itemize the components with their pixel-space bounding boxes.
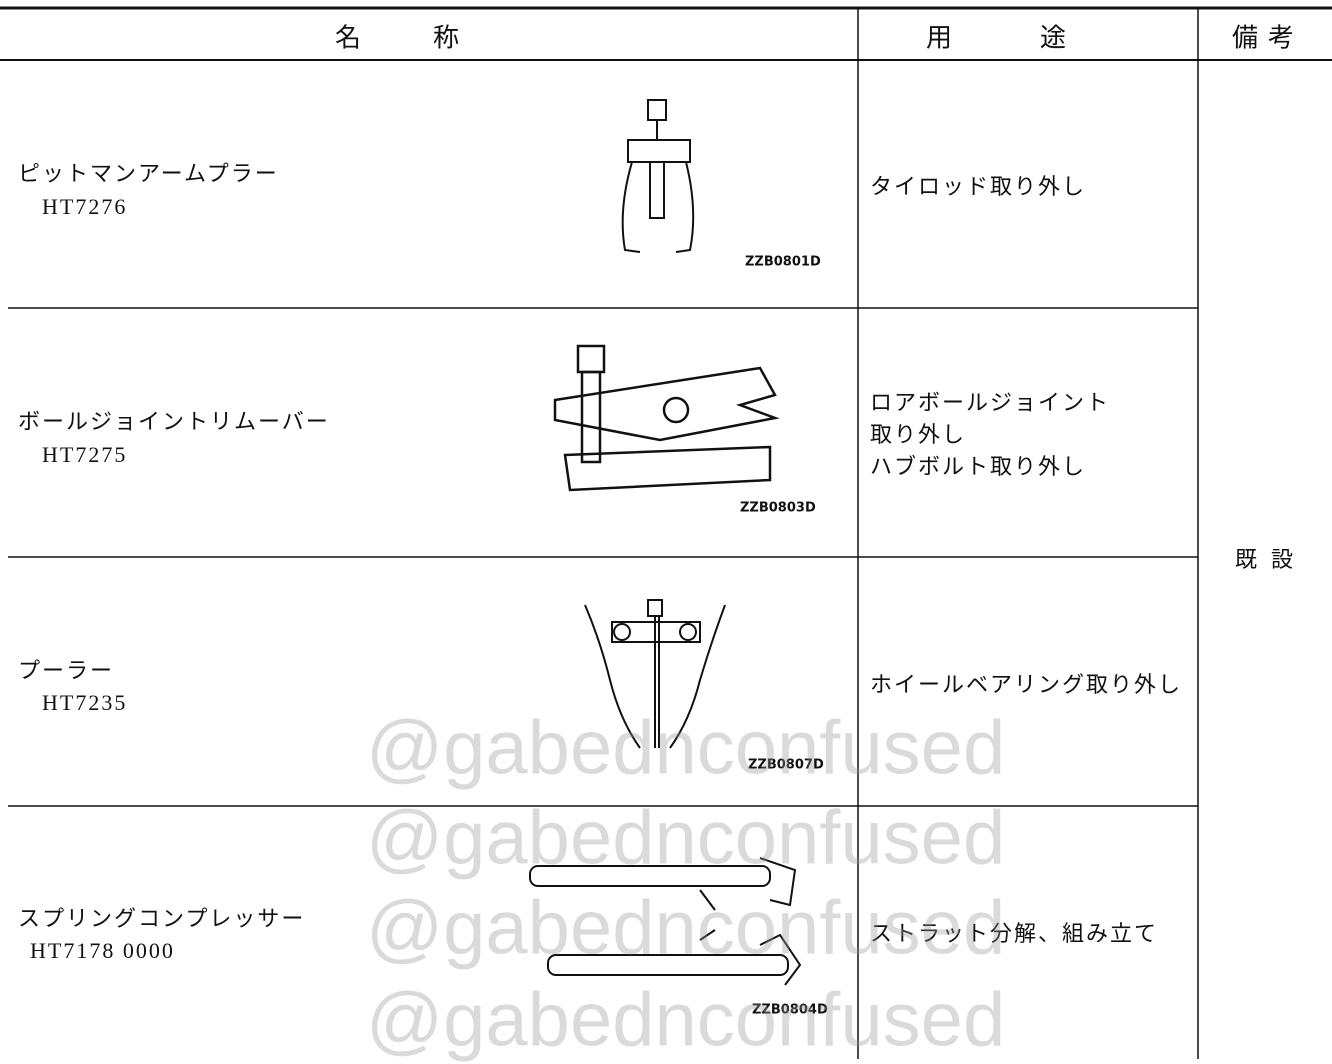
pitman-arm-puller-drawing	[621, 99, 695, 253]
ball-joint-remover-drawing	[553, 344, 780, 492]
tool-name: ボールジョイントリムーバー	[18, 409, 330, 434]
puller-drawing	[584, 599, 726, 749]
tool-number: HT7275	[42, 442, 128, 467]
header-notes: 備考	[1231, 23, 1305, 53]
notes: 既設	[1235, 547, 1308, 572]
usage: ホイールベアリング取り外し	[870, 672, 1183, 697]
usage: ロアボールジョイント	[870, 390, 1111, 415]
figure-code: ZZB0804D	[752, 1002, 828, 1018]
usage: ハブボルト取り外し	[870, 454, 1087, 479]
watermark: @gabednconfused	[366, 705, 1006, 791]
spring-compressor-drawing	[529, 857, 802, 986]
usage: ストラット分解、組み立て	[870, 921, 1159, 946]
tool-name: プーラー	[18, 658, 115, 683]
usage: タイロッド取り外し	[870, 174, 1087, 199]
figure-code: ZZB0803D	[740, 500, 816, 516]
usage: 取り外し	[870, 422, 967, 447]
watermark: @gabednconfused	[366, 885, 1006, 971]
tool-name: スプリングコンプレッサー	[18, 906, 306, 931]
tool-number: HT7276	[42, 194, 128, 219]
header-usage: 用途	[925, 23, 1155, 53]
figure-code: ZZB0801D	[745, 254, 821, 270]
tool-number: HT7178 0000	[30, 938, 175, 963]
header-name: 名称	[334, 23, 532, 53]
tool-name: ピットマンアームプラー	[18, 161, 279, 186]
watermark: @gabednconfused	[366, 795, 1006, 881]
watermark: @gabednconfused	[366, 977, 1006, 1063]
tool-number: HT7235	[42, 690, 128, 715]
figure-code: ZZB0807D	[748, 757, 824, 773]
